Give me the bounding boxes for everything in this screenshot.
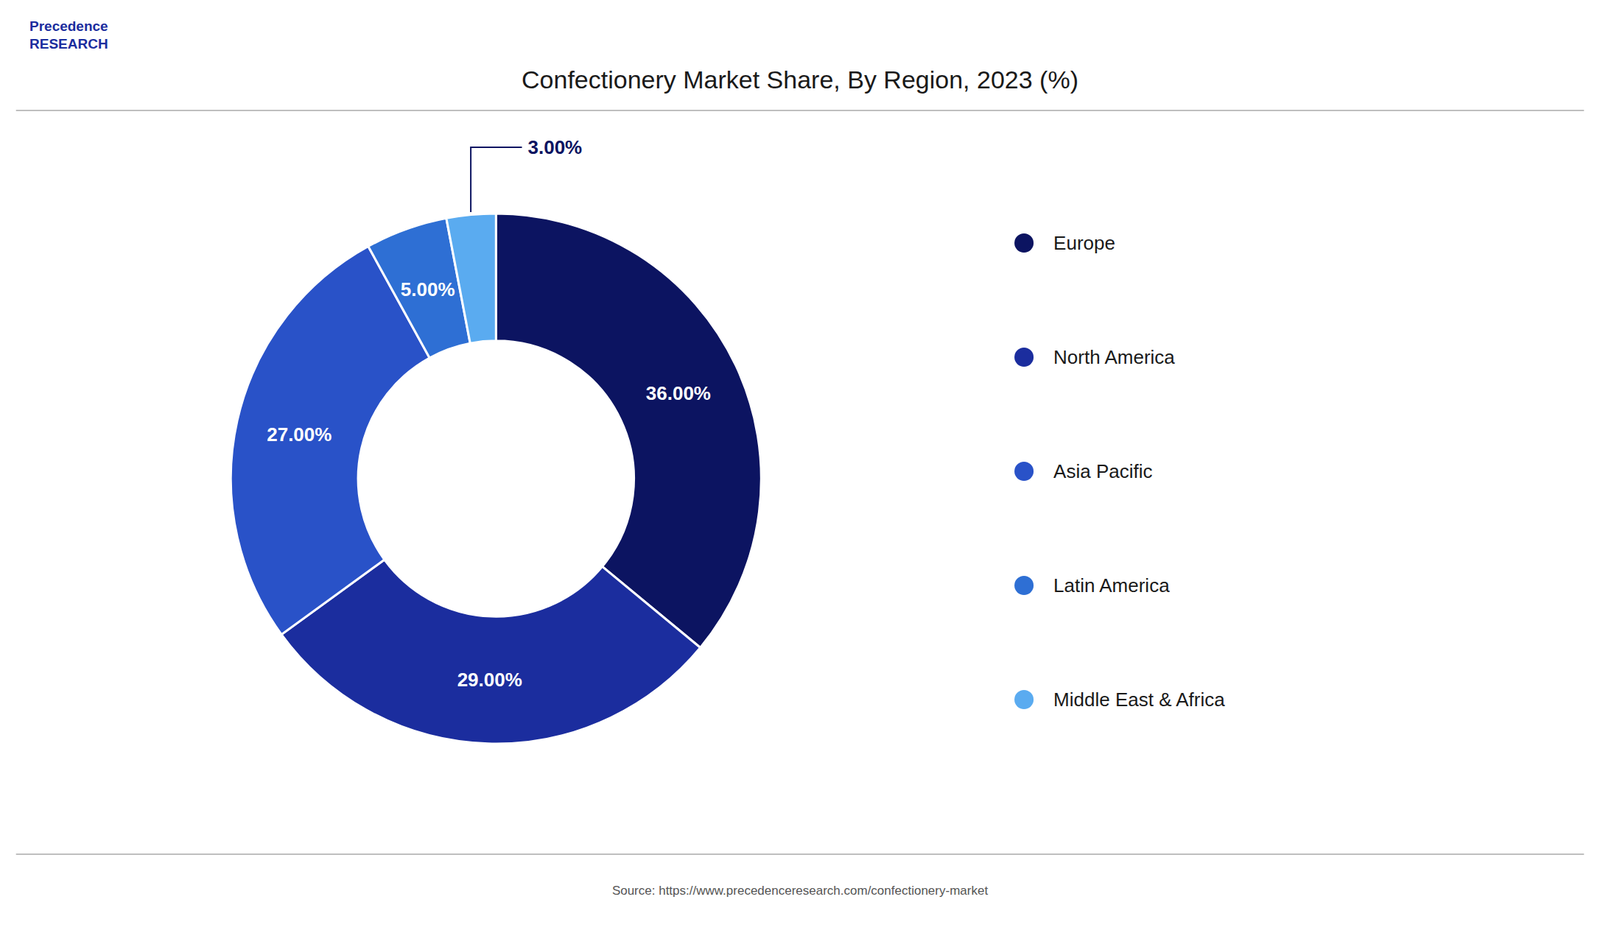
legend: Europe North America Asia Pacific Latin Ame… — [1014, 232, 1226, 711]
slice — [495, 213, 761, 648]
source: Source: https://www.precedenceresearch.c… — [612, 883, 989, 898]
legend-label: Asia Pacific — [1053, 460, 1153, 483]
legend-swatch — [1014, 576, 1034, 596]
separator — [16, 853, 1585, 856]
legend-swatch — [1014, 347, 1034, 367]
data-labels: 36.00% 29.00% 27.00% 5.00% 3.00% — [266, 136, 711, 691]
label-connector — [470, 147, 522, 213]
donut — [230, 213, 761, 745]
legend-label: Europe — [1053, 232, 1116, 255]
legend-label: North America — [1053, 346, 1175, 369]
data-label: 27.00% — [266, 423, 332, 446]
data-label: 5.00% — [400, 278, 456, 301]
logo-text: Precedence — [29, 18, 109, 34]
separator — [16, 109, 1585, 112]
legend-swatch — [1014, 233, 1034, 253]
data-label: 29.00% — [457, 668, 523, 691]
data-label: 36.00% — [646, 382, 711, 405]
legend-label: Latin America — [1053, 574, 1170, 597]
legend-label: Middle East & Africa — [1053, 688, 1226, 711]
data-label: 3.00% — [528, 136, 583, 159]
chart: Precedence RESEARCH Confectionery Market S… — [0, 0, 1600, 947]
title: Confectionery Market Share, By Region, 2… — [521, 65, 1079, 94]
legend-swatch — [1014, 461, 1034, 482]
legend-swatch — [1014, 690, 1034, 710]
logo-text: RESEARCH — [29, 36, 109, 52]
